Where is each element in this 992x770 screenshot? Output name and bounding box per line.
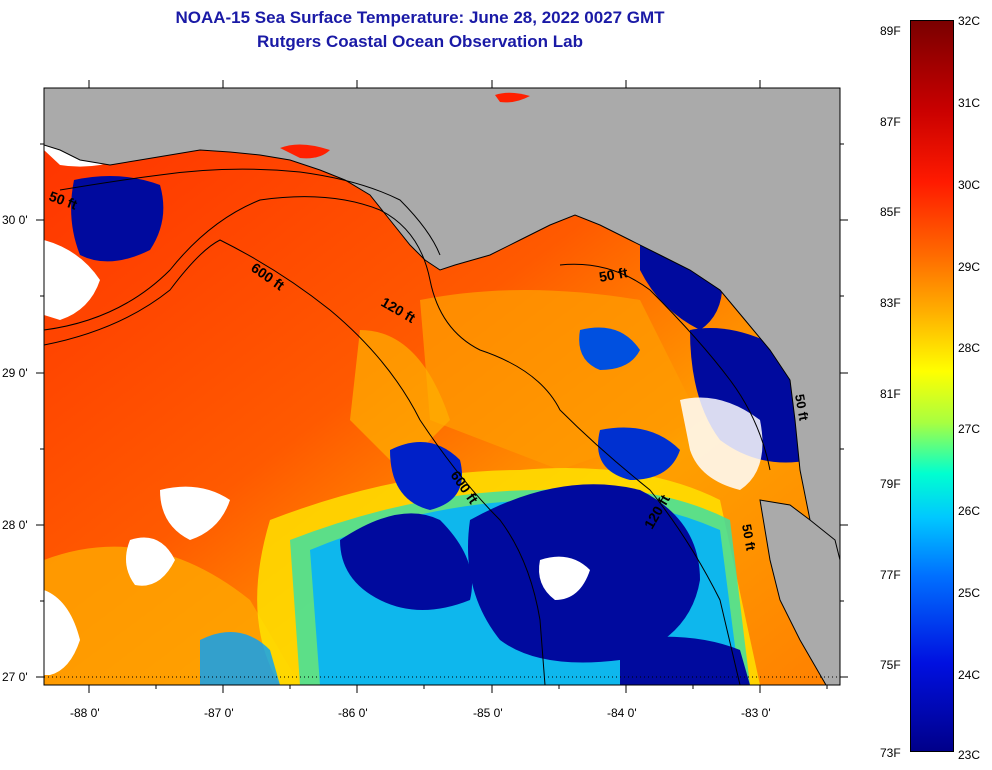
colorbar-f-label: 75F [880,658,901,672]
cloud-mask [126,537,175,586]
temperature-colorbar [910,20,954,752]
colorbar-f-label: 81F [880,387,901,401]
contour-label: 50 ft [739,523,759,553]
colorbar-f-label: 87F [880,115,901,129]
lon-label: -85 0' [473,706,503,720]
plot-frame [43,87,841,686]
colorbar-c-label: 23C [958,748,981,762]
colorbar-c-label: 25C [958,586,981,600]
coastal-bay [280,144,330,159]
cloud-mask [44,590,80,675]
lon-label: -87 0' [204,706,234,720]
lon-label: -84 0' [607,706,637,720]
cold-water-patch [598,427,680,480]
map-subtitle: Rutgers Coastal Ocean Observation Lab [257,32,583,51]
cloud-mask [160,486,230,540]
colorbar-c-label: 26C [958,504,981,518]
depth-contour-50ft [59,168,441,256]
coastal-bay [495,92,530,103]
colorbar-f-label: 79F [880,477,901,491]
colorbar-f-label: 83F [880,296,901,310]
cloud-mask [680,397,763,490]
cloud-mask [539,556,590,600]
warm-water-region [350,330,450,470]
colorbar-c-label: 31C [958,96,981,110]
colorbar-c-label: 28C [958,341,981,355]
warm-water-region [420,290,700,470]
lat-label: 27 0' [2,670,28,684]
cold-water-patch [579,327,640,370]
cool-water-region [200,632,280,685]
contour-label: 50 ft [598,264,629,285]
cloud-mask [44,240,100,320]
colorbar-c-label: 32C [958,14,981,28]
lat-label: 30 0' [2,213,28,227]
cold-water-patch [620,636,750,685]
depth-contour-600ft [44,239,546,685]
land-mass [759,499,840,685]
colorbar-f-label: 77F [880,568,901,582]
axis-ticks [36,80,848,693]
lat-label: 29 0' [2,366,28,380]
colorbar-c-label: 24C [958,668,981,682]
lon-label: -88 0' [70,706,100,720]
colorbar-c-label: 29C [958,260,981,274]
lon-label: -86 0' [338,706,368,720]
colorbar-f-label: 89F [880,24,901,38]
cold-water-patch [390,442,462,510]
depth-contour-120ft [44,196,741,685]
colorbar-f-label: 73F [880,746,901,760]
colorbar-f-label: 85F [880,205,901,219]
contour-label: 50 ft [792,393,812,423]
cold-water-patch [71,176,164,262]
depth-contour-50ft [559,263,771,471]
map-title: NOAA-15 Sea Surface Temperature: June 28… [175,8,665,27]
cold-water-patch [340,513,472,610]
colorbar-c-label: 30C [958,178,981,192]
colorbar-c-label: 27C [958,422,981,436]
lat-label: 28 0' [2,518,28,532]
lon-label: -83 0' [741,706,771,720]
land-mass [44,88,840,685]
